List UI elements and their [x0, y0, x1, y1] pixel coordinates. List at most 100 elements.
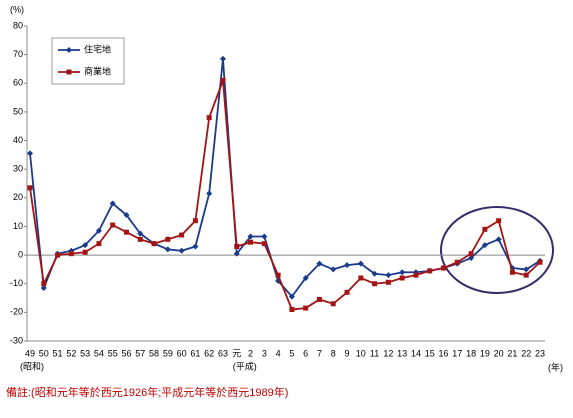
marker [302, 275, 309, 281]
era-label: (昭和) [20, 361, 44, 371]
x-tick-label: 58 [149, 348, 159, 358]
marker [481, 242, 488, 249]
era-label: (平成) [233, 360, 257, 371]
x-tick-label: 52 [66, 348, 76, 358]
y-tick-label: 70 [13, 49, 23, 59]
marker [509, 269, 515, 275]
marker [165, 236, 171, 242]
marker [40, 285, 47, 292]
x-tick-label: 3 [262, 348, 267, 358]
y-tick-label: 80 [13, 20, 23, 30]
marker [441, 265, 447, 271]
legend-label: 商業地 [84, 65, 111, 76]
marker [96, 241, 102, 247]
x-tick-label: 4 [276, 348, 281, 358]
marker [164, 246, 171, 253]
marker [179, 232, 185, 238]
marker [192, 218, 198, 224]
marker [288, 293, 295, 300]
x-tick-label: 50 [39, 348, 49, 358]
x-tick-label: 59 [163, 348, 173, 358]
y-tick-label: 60 [13, 78, 23, 88]
marker [27, 185, 33, 191]
x-tick-label: 20 [494, 348, 504, 358]
x-tick-label: 14 [411, 348, 421, 358]
x-tick-label: 49 [25, 348, 35, 358]
x-tick-label: 6 [303, 348, 308, 358]
marker [234, 244, 240, 249]
x-tick-label: 18 [466, 348, 476, 358]
marker [495, 236, 502, 243]
x-tick-label: 53 [80, 348, 90, 358]
marker [206, 190, 213, 197]
marker [82, 242, 89, 249]
marker [316, 260, 323, 267]
y-tick-label: -20 [10, 307, 23, 317]
series-line [29, 58, 541, 299]
marker [95, 227, 102, 234]
x-tick-label: 9 [345, 348, 350, 358]
marker [496, 218, 502, 224]
marker [82, 249, 88, 255]
marker [385, 279, 391, 285]
x-tick-label: 22 [521, 348, 531, 358]
x-tick-label: 10 [356, 348, 366, 358]
marker [289, 307, 295, 312]
marker [372, 281, 378, 287]
x-tick-label: 62 [204, 348, 214, 358]
marker [454, 259, 460, 265]
marker [233, 250, 240, 257]
x-tick-label: 13 [397, 348, 407, 358]
y-tick-label: -10 [10, 278, 23, 288]
marker [344, 262, 351, 269]
marker [261, 233, 268, 240]
y-unit: (%) [10, 4, 24, 14]
x-tick-label: 57 [135, 348, 145, 358]
marker [399, 269, 406, 276]
x-tick-label: 21 [507, 348, 517, 358]
note: 備註:(昭和元年等於西元1926年;平成元年等於西元1989年) [6, 385, 288, 399]
marker [123, 229, 129, 235]
marker [41, 281, 47, 287]
marker [137, 236, 143, 242]
marker [248, 239, 254, 245]
marker [413, 272, 419, 278]
marker [151, 241, 157, 247]
x-tick-label: 63 [218, 348, 228, 358]
x-tick-label: 12 [383, 348, 393, 358]
y-tick-label: 20 [13, 192, 23, 202]
x-tick-label: 60 [177, 348, 187, 358]
x-tick-label: 61 [190, 348, 200, 358]
x-tick-label: 2 [248, 348, 253, 358]
marker [330, 301, 336, 307]
x-tick-label: 56 [121, 348, 131, 358]
marker [123, 212, 130, 218]
marker [427, 268, 433, 274]
x-tick-label: 54 [94, 348, 104, 358]
marker [303, 305, 309, 311]
marker [468, 251, 474, 257]
x-tick-label: 8 [331, 348, 336, 358]
marker [219, 55, 226, 62]
marker [137, 230, 144, 237]
marker [358, 275, 364, 281]
marker [27, 150, 33, 157]
x-tick-label: 17 [452, 348, 462, 358]
marker [220, 77, 226, 83]
marker [385, 272, 392, 279]
marker [192, 243, 199, 250]
legend-box [51, 37, 125, 85]
y-tick-label: 0 [18, 249, 23, 259]
x-unit: (年) [548, 361, 563, 372]
marker [68, 251, 74, 257]
series-line [29, 80, 541, 311]
marker [399, 275, 405, 281]
x-tick-label: 7 [317, 348, 322, 358]
marker [482, 226, 488, 232]
x-tick-label: 51 [53, 348, 63, 358]
marker [330, 266, 337, 273]
y-tick-label: 50 [13, 106, 23, 116]
marker [357, 260, 364, 267]
marker [110, 222, 116, 228]
highlight-ellipse [440, 206, 554, 294]
